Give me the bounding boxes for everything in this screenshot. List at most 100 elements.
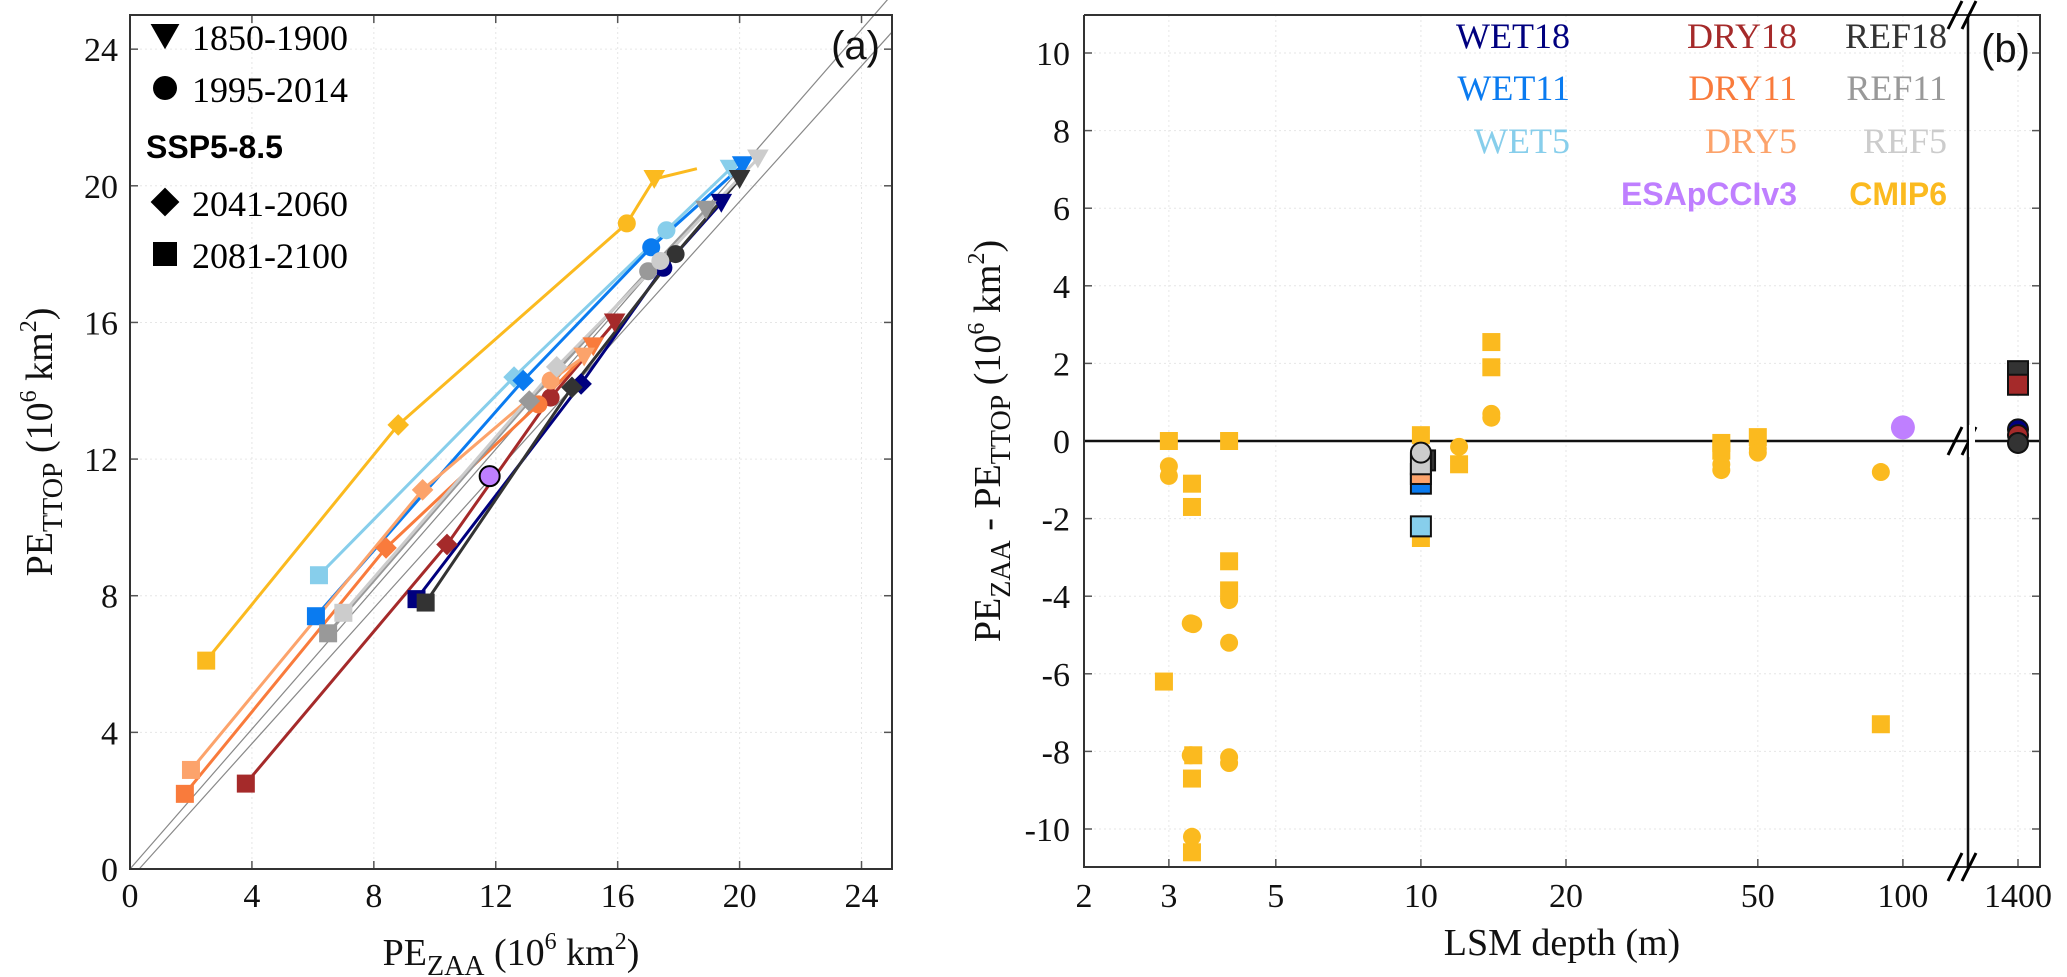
marker-dry18-square [236,774,255,793]
marker-ref5-diamond [545,356,568,378]
series-line-wet11 [314,164,744,618]
x-axis-label-part: PE [383,932,427,974]
legend-marker-triangle-down [150,24,180,50]
y-tick-label: 16 [84,305,118,342]
model-point-ref18 [2007,431,2029,454]
marker-wet11-diamond [512,369,534,392]
cmip6-point-circle [1482,404,1501,423]
cmip6-point-circle [1220,633,1239,652]
legend-label: 1850-1900 [192,18,348,58]
marker-ref18-square [416,593,435,612]
y-axis-label-part: km [967,265,1009,323]
y-axis-label-part: ZAA [986,539,1017,597]
cmip6-point-square [1482,333,1501,352]
cmip6-point-square [1182,769,1201,788]
model-point-dry18 [2007,373,2029,396]
legend-entry-ref5: REF5 [1863,121,1947,161]
marker-wet11-square [306,607,325,626]
marker-dry18-diamond [436,533,458,556]
marker-ref18-triangle [728,169,751,189]
axis-break-mark [1946,426,1964,456]
model-point-ref5 [1409,441,1432,464]
y-tick-label: 0 [101,852,118,889]
y-axis-label-part: (10 [19,402,61,462]
x-tick-label: 50 [1741,878,1775,915]
x-axis-label-part: ZAA [427,951,485,977]
y-axis-label-a: PETTOP (106 km2) [16,308,69,577]
cmip6-point-circle [1159,466,1178,485]
x-tick-label: 4 [243,878,260,915]
legend-label: 2081-2100 [192,236,348,276]
marker-esapcciv3 [478,465,501,488]
plot-frame-a [129,14,893,870]
x-tick-label: 2 [1076,878,1093,915]
legend-entry-esapcciv3: ESApCCIv3 [1621,176,1797,212]
series-line-dry11 [183,345,595,795]
y-axis-label-part: TTOP [986,395,1017,465]
legend-entry-ref11: REF11 [1846,68,1947,108]
x-axis-label-part: 6 [545,929,557,955]
legend-entry-dry5: DRY5 [1705,121,1797,161]
y-tick-label: -2 [1042,502,1070,539]
panel-a: 0 4 8 12 16 20 24 0 4 8 12 16 20 24 (a) 1850-1900 1995-2… [16,0,893,977]
cmip6-point-square [1182,497,1201,516]
y-tick-label: -4 [1042,579,1070,616]
cmip6-point-square [1220,552,1239,571]
marker-ref5-triangle [747,149,769,169]
y-tick-label: 2 [1053,346,1070,383]
y-axis-label-part: km [19,332,61,390]
y-axis-label-part: TTOP [38,463,69,533]
one-to-one-line [138,31,893,870]
y-tick-label: -10 [1025,812,1070,849]
marker-ref11-triangle [695,200,717,220]
legend-label: 1995-2014 [192,70,348,110]
legend-entry-wet11: WET11 [1457,68,1570,108]
legend-b: WET18 DRY18 REF18 WET11 DRY11 REF11 WET5 DRY5 RE… [1456,16,1947,212]
y-tick-label: 20 [84,169,118,206]
y-tick-label: 24 [84,32,118,69]
x-axis-label-part: 2 [615,929,627,955]
panel-b: 2 3 5 10 20 50 100 1400 -10 -8 -6 -4 -2 0 2 4 6 8 10 WET18 D… [964,0,2052,964]
x-tick-label: 8 [365,878,382,915]
marker-dry5-diamond [411,479,434,501]
marker-ref11-diamond [518,390,541,412]
y-axis-label-part: PE [19,532,61,576]
cmip6-point-square [1182,474,1201,493]
axis-break-mark [1946,0,1964,30]
marker-cmip6-diamond [387,414,410,436]
axis-break-gap [1969,425,1975,457]
marker-wet5-circle [657,221,676,240]
y-axis-label-part: (10 [967,335,1009,395]
y-tick-label: -6 [1042,657,1070,694]
y-axis-label-part: 6 [16,390,42,402]
cmip6-point-square [1871,715,1890,734]
marker-dry11-diamond [375,537,397,559]
x-axis-label-part: ) [627,932,640,974]
y-axis-label-part: - PE [967,464,1009,540]
x-tick-label: 20 [1549,878,1583,915]
axis-break-mark [1946,852,1964,882]
cmip6-point-circle [1712,461,1731,480]
marker-cmip6-square [197,651,216,670]
marker-dry5-square [181,760,200,779]
legend-marker-square [153,242,177,266]
legend-label: 2041-2060 [192,184,348,224]
y-axis-label-b: PEZAA - PETTOP (106 km2) [964,240,1017,642]
marker-dry11-triangle [582,337,605,357]
y-tick-label: 0 [1053,424,1070,461]
marker-dry18-triangle [603,313,626,333]
x-tick-label: 100 [1877,878,1928,915]
x-tick-label: 12 [479,878,513,915]
cmip6-point-square [1159,432,1178,450]
y-axis-label-part: PE [967,598,1009,642]
model-point-wet5 [1409,515,1432,538]
cmip6-point-square [1182,843,1201,862]
marker-wet18-diamond [570,373,592,395]
marker-ref5-square [334,603,353,622]
x-tick-label: 1400 [1984,878,2052,915]
esapcciv3-point [1890,415,1915,440]
y-axis-label-part: ) [967,240,1009,253]
y-tick-label: 12 [84,442,118,479]
marker-dry11-square [175,784,194,803]
